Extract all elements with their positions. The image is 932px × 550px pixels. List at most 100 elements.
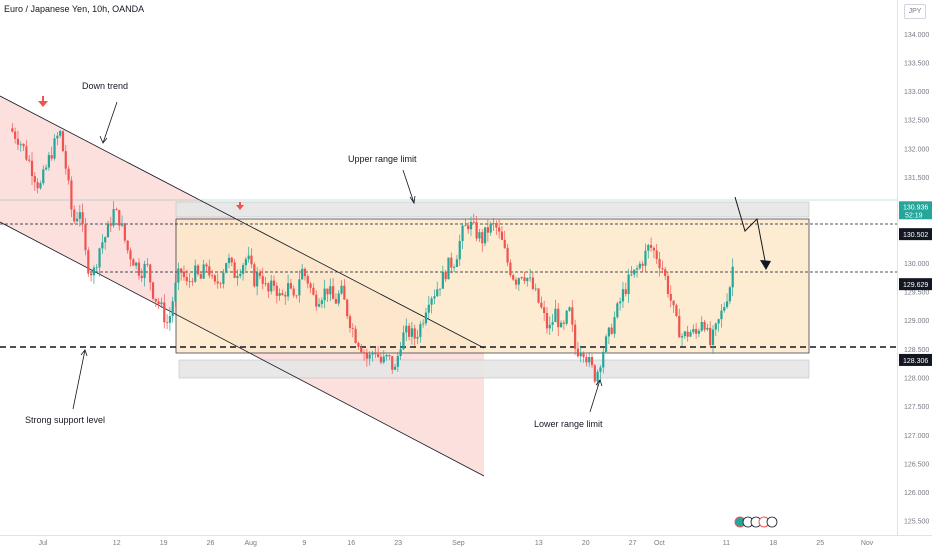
y-tick-label: 126.000: [904, 490, 929, 497]
candle-body: [171, 301, 174, 317]
candle-body: [239, 273, 242, 276]
candle-body: [281, 293, 284, 295]
candle-body: [177, 268, 180, 283]
candle-body: [64, 151, 67, 169]
y-tick-label: 128.000: [904, 375, 929, 382]
candle-body: [67, 168, 70, 181]
y-tick-label: 130.000: [904, 261, 929, 268]
y-tick-label: 128.500: [904, 347, 929, 354]
candle-body: [132, 259, 135, 266]
candle-body: [320, 300, 323, 305]
x-tick-label: 9: [302, 540, 306, 547]
candle-body: [272, 280, 276, 286]
y-tick-label: 127.500: [904, 404, 929, 411]
replay-icon[interactable]: [734, 516, 778, 528]
support-level-value: 128.306: [903, 358, 928, 365]
candle-body: [211, 275, 214, 277]
candle-body: [326, 288, 329, 295]
time-axis[interactable]: Jul 12 19 26 Aug 9 16 23 Sep 13 20 27 Oct 11 18 25 Nov: [39, 540, 874, 547]
candle-body: [574, 324, 577, 349]
candle-body: [95, 267, 98, 269]
candle-body: [469, 221, 473, 230]
candle-body: [723, 307, 726, 311]
candle-body: [500, 231, 504, 240]
candle-body: [531, 277, 535, 289]
candle-body: [680, 336, 684, 338]
candle-body: [286, 283, 290, 297]
candle-body: [686, 331, 689, 337]
candle-body: [725, 301, 729, 308]
y-tick-label: 131.500: [904, 175, 929, 182]
candle-body: [16, 138, 20, 145]
candle-body: [256, 272, 259, 287]
channel-lower-line[interactable]: [0, 221, 485, 477]
candle-body: [596, 371, 599, 382]
candle-body: [731, 266, 734, 288]
candle-body: [39, 183, 42, 189]
candle-body: [377, 354, 380, 357]
candle-body: [717, 319, 720, 324]
candle-body: [157, 301, 160, 305]
candle-body: [672, 300, 675, 306]
red-arrow-icon: [236, 202, 244, 210]
candle-body: [436, 289, 439, 297]
red-arrow-icon: [38, 96, 48, 107]
x-tick-label: 23: [394, 540, 402, 547]
candle-body: [360, 346, 363, 353]
x-tick-label: Sep: [452, 540, 465, 547]
candle-body: [554, 308, 557, 323]
candle-body: [551, 322, 554, 325]
candle-body: [405, 325, 408, 333]
candle-body: [593, 365, 596, 382]
candle-body: [621, 289, 625, 302]
candle-body: [368, 354, 371, 359]
candle-body: [450, 257, 453, 268]
projection-path[interactable]: [734, 196, 767, 267]
candle-body: [160, 302, 163, 305]
x-tick-label: 13: [535, 540, 543, 547]
candle-body: [379, 356, 383, 363]
candle-body: [346, 299, 349, 317]
candle-body: [323, 288, 326, 301]
candle-body: [683, 331, 686, 337]
current-price-tag: [899, 201, 932, 220]
candle-body: [154, 298, 157, 302]
lower-range-zone[interactable]: [178, 359, 810, 379]
mid-level-tag: [899, 278, 932, 291]
candle-body: [467, 225, 470, 230]
candle-body: [101, 242, 104, 249]
x-tick-label: 20: [582, 540, 590, 547]
candle-body: [545, 312, 549, 329]
annotation-pointer: [589, 379, 603, 413]
candle-body: [697, 330, 701, 334]
candle-body: [44, 167, 48, 170]
candle-body: [25, 146, 28, 160]
candle-body: [706, 327, 709, 330]
candle-body: [692, 328, 695, 333]
candle-body: [523, 277, 526, 282]
upper-range-zone[interactable]: [175, 201, 810, 218]
candle-body: [649, 244, 653, 248]
candle-body: [250, 255, 253, 265]
range-box[interactable]: [175, 218, 810, 354]
candle-body: [137, 262, 141, 276]
y-tick-label: 132.000: [904, 146, 929, 153]
x-tick-label: 18: [769, 540, 777, 547]
candle-body: [140, 275, 143, 279]
candle-body: [627, 274, 630, 294]
candle-body: [292, 288, 295, 296]
mid-level-value: 129.629: [903, 282, 928, 289]
candle-body: [301, 268, 304, 280]
candle-body: [644, 250, 647, 266]
candle-body: [135, 262, 138, 266]
candle-body: [579, 353, 582, 357]
candle-body: [332, 286, 335, 300]
projection-arrowhead: [760, 260, 771, 270]
currency-badge[interactable]: JPY: [904, 4, 926, 19]
candle-body: [461, 225, 464, 241]
channel-upper-line[interactable]: [0, 95, 485, 349]
candle-body: [295, 295, 298, 297]
candle-body: [284, 294, 287, 297]
